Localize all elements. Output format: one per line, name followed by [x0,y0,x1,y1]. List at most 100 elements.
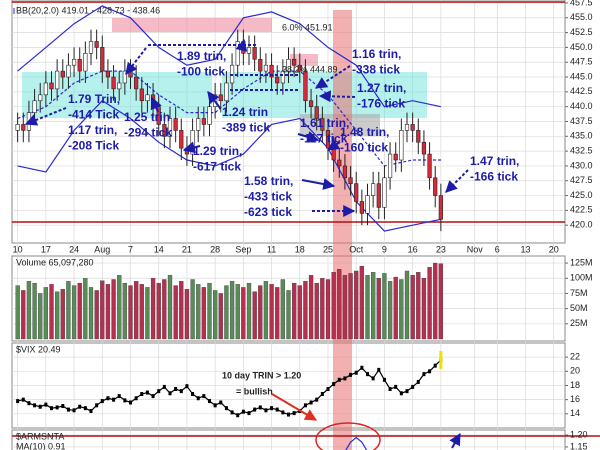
candle-body [376,183,381,208]
x-tick-label: 18 [295,244,305,254]
x-tick-label: 17 [41,244,51,254]
candle-body [100,47,105,72]
x-tick-label: Nov [467,244,484,254]
point-marker [337,377,341,382]
candle-body [117,82,122,90]
x-tick-label: Sep [235,244,251,254]
volume-bar [38,293,43,340]
point-marker [411,384,415,389]
volume-bar [320,278,325,340]
volume-bar [382,273,387,340]
candle-body [218,94,223,102]
volume-bar [224,285,229,340]
volume-bar [229,281,235,340]
candle-body [404,124,410,131]
candle-body [286,58,291,72]
point-marker [258,405,262,410]
candle-body [365,195,370,214]
volume-bar [156,282,161,340]
point-marker [230,410,234,415]
y-tick-label: 440.0 [570,101,593,111]
point-marker [66,407,70,412]
x-tick-label: Oct [349,244,364,254]
volume-bar [83,278,88,340]
candle-body [139,88,144,102]
candle-body [105,70,111,78]
volume-panel [11,255,566,342]
point-marker [399,391,403,396]
volume-bar [212,290,218,340]
candle-body [128,70,133,78]
point-marker [241,409,245,414]
volume-bar [32,282,37,340]
point-marker [360,365,364,370]
point-marker [21,397,25,402]
volume-bar [241,287,246,340]
arrow [327,139,341,151]
point-marker [433,363,437,368]
candle-body [77,58,82,72]
candle-body [122,70,127,84]
annotation: -433 tick [244,190,292,204]
candle-body [280,70,285,84]
point-marker [145,390,149,395]
arrow [445,169,469,193]
volume-bar [303,281,308,340]
point-marker [157,389,161,394]
volume-bar [399,279,404,340]
arrow [182,141,201,154]
volume-bar [269,284,274,340]
panel-title: $ARMSNTA [16,431,64,441]
point-marker [140,391,144,396]
point-marker [405,389,409,394]
annotation: 1.79 Trin, [68,92,120,106]
point-marker [326,387,330,392]
volume-bar [105,284,111,340]
y-tick-label: 437.5 [570,116,593,126]
arrow [150,96,162,113]
volume-bar [263,281,269,340]
annotation: 1.24 trin [222,105,268,119]
pink-zone [290,54,318,66]
volume-bar [393,276,398,340]
x-tick-label: 16 [408,244,418,254]
point-marker [315,397,319,402]
point-marker [394,384,398,389]
y-tick-label: 422.5 [570,205,593,215]
volume-bar [359,265,365,340]
x-tick-label: 24 [69,244,79,254]
candle-body [196,118,201,131]
point-marker [236,413,240,418]
y-tick-label: 125M [570,257,593,267]
volume-bar [173,285,178,340]
annotation: 1.16 trin, [352,47,401,61]
volume-bar [286,290,291,340]
point-marker [388,387,392,392]
point-marker [168,391,172,396]
candle-body [269,64,274,78]
point-marker [50,406,53,411]
point-marker [38,404,42,409]
volume-bar [314,282,319,340]
point-marker [106,396,110,401]
annotation: 1.48 trin, [340,125,389,139]
candle-body [292,58,297,66]
arrow [24,107,67,126]
volume-bar [111,279,116,340]
volume-bar [201,287,207,340]
candle-body [258,58,263,72]
point-marker [112,397,116,402]
panel-legend: MA(10) 0.91 [16,441,66,450]
candle-body [297,64,302,72]
volume-bar [196,284,201,340]
y-tick-label: 20 [570,366,580,376]
point-marker [78,404,82,409]
volume-bar [297,285,302,340]
point-marker [292,411,296,416]
y-tick-label: 14 [570,408,580,418]
candle-body [371,183,376,196]
volume-bar [54,291,60,340]
point-marker [191,391,195,396]
y-tick-label: 50M [570,303,588,313]
x-tick-label: 10 [13,244,23,254]
